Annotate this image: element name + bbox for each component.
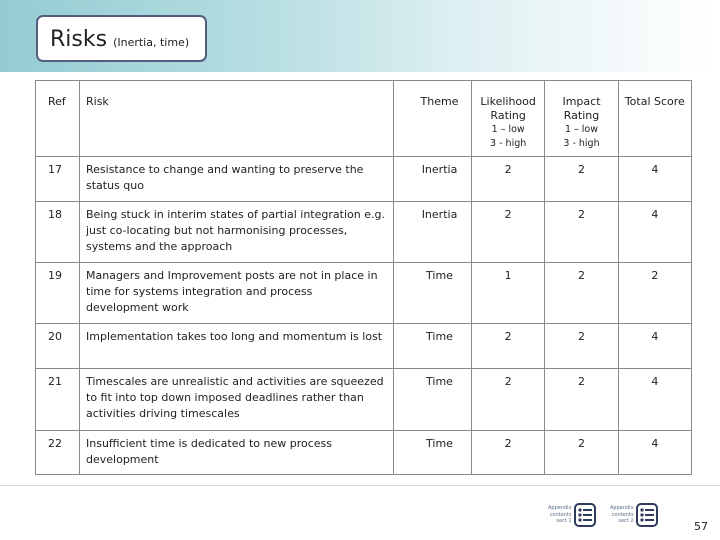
table-row: 20 Implementation takes too long and mom… (35, 323, 693, 369)
slide-subtitle: (Inertia, time) (113, 36, 190, 49)
cell-theme: Inertia (393, 201, 472, 263)
header-total: Total Score (617, 80, 693, 157)
table-header: Ref Risk Theme Likelihood Rating 1 – low… (35, 80, 693, 157)
table-row: 19 Managers and Improvement posts are no… (35, 262, 693, 324)
appendix-contents-sect-1-link[interactable]: Appendix contents sect 1 (548, 503, 596, 527)
cell-risk: Being stuck in interim states of partial… (79, 201, 394, 263)
cell-impact: 2 (544, 430, 619, 475)
table-row: 22 Insufficient time is dedicated to new… (35, 430, 693, 475)
cell-risk: Managers and Improvement posts are not i… (79, 262, 394, 324)
cell-risk: Implementation takes too long and moment… (79, 323, 394, 369)
cell-total: 4 (617, 201, 693, 263)
header-row: Ref Risk Theme Likelihood Rating 1 – low… (35, 80, 693, 157)
slide-title: Risks (50, 27, 108, 52)
cell-theme: Time (393, 262, 472, 324)
cell-total: 2 (617, 262, 693, 324)
table-row: 21 Timescales are unrealistic and activi… (35, 368, 693, 431)
cell-impact: 2 (544, 262, 619, 324)
header-likelihood: Likelihood Rating 1 – low 3 - high (470, 80, 546, 157)
cell-impact: 2 (544, 368, 619, 431)
likelihood-label: Likelihood Rating (480, 95, 536, 122)
cell-likelihood: 2 (470, 323, 546, 369)
cell-total: 4 (617, 430, 693, 475)
cell-theme: Time (393, 368, 472, 431)
nav-label-1: Appendix contents sect 1 (548, 505, 572, 525)
cell-risk: Resistance to change and wanting to pres… (79, 156, 394, 202)
cell-total: 4 (617, 323, 693, 369)
list-icon[interactable] (635, 503, 658, 527)
cell-total: 4 (617, 156, 693, 202)
header-impact: Impact Rating 1 – low 3 - high (544, 80, 619, 157)
cell-impact: 2 (544, 201, 619, 263)
cell-theme: Time (393, 430, 472, 475)
appendix-contents-sect-2-link[interactable]: Appendix contents sect 2 (610, 503, 658, 527)
cell-likelihood: 2 (470, 156, 546, 202)
cell-ref: 22 (35, 430, 80, 475)
risks-table: Ref Risk Theme Likelihood Rating 1 – low… (35, 80, 693, 475)
impact-scale-low: 1 – low (564, 124, 599, 135)
cell-ref: 18 (35, 201, 80, 263)
likelihood-scale-low: 1 – low (491, 124, 525, 135)
cell-risk: Timescales are unrealistic and activitie… (79, 368, 394, 431)
table-row: 18 Being stuck in interim states of part… (35, 201, 693, 263)
header-ref: Ref (35, 80, 80, 157)
cell-likelihood: 1 (470, 262, 546, 324)
header-risk: Risk (79, 80, 394, 157)
cell-likelihood: 2 (470, 201, 546, 263)
page-number: 57 (694, 520, 708, 533)
cell-impact: 2 (544, 323, 619, 369)
header-theme: Theme (393, 80, 472, 157)
cell-theme: Time (393, 323, 472, 369)
title-box: Risks (Inertia, time) (36, 15, 207, 62)
table-body: 17 Resistance to change and wanting to p… (35, 156, 693, 475)
cell-ref: 20 (35, 323, 80, 369)
cell-theme: Inertia (393, 156, 472, 202)
cell-risk: Insufficient time is dedicated to new pr… (79, 430, 394, 475)
cell-ref: 17 (35, 156, 80, 202)
list-icon[interactable] (573, 503, 596, 527)
cell-total: 4 (617, 368, 693, 431)
cell-likelihood: 2 (470, 430, 546, 475)
cell-likelihood: 2 (470, 368, 546, 431)
footer-divider (0, 485, 720, 486)
nav-label-2: Appendix contents sect 2 (610, 505, 634, 525)
cell-impact: 2 (544, 156, 619, 202)
likelihood-scale-high: 3 - high (490, 138, 527, 149)
impact-label: Impact Rating (562, 95, 601, 122)
cell-ref: 19 (35, 262, 80, 324)
cell-ref: 21 (35, 368, 80, 431)
table-row: 17 Resistance to change and wanting to p… (35, 156, 693, 202)
impact-scale-high: 3 - high (563, 138, 600, 149)
